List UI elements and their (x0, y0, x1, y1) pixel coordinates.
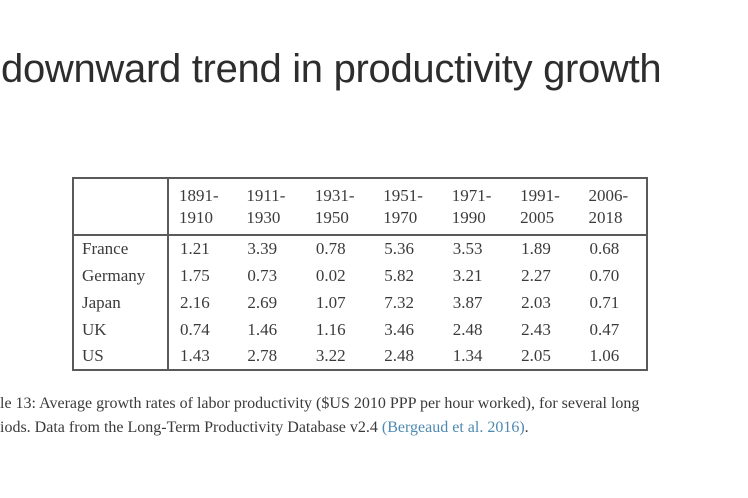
value-cell: 0.74 (180, 319, 210, 339)
country-label: Japan (73, 289, 169, 316)
value-cell: 1.16 (315, 319, 346, 339)
period-start: 1931- (314, 185, 355, 205)
table-row: France 1.21 3.39 0.78 5.36 3.53 1.89 0.68 (73, 235, 647, 262)
period-header: 1971- 1990 (441, 178, 511, 236)
period-start: 1991- (520, 185, 560, 205)
period-end: 2018 (588, 207, 623, 227)
value-cell: 0.78 (315, 239, 346, 258)
value-cell: 3.22 (315, 346, 346, 365)
period-end: 1970 (383, 207, 418, 227)
country-label: France (73, 235, 169, 262)
value-cell: 2.27 (521, 265, 551, 285)
period-start: 1911- (246, 185, 286, 205)
value-cell: 1.21 (180, 239, 210, 258)
value-cell: 3.39 (247, 239, 278, 258)
country-label: UK (73, 316, 169, 343)
table-row: Japan 2.16 2.69 1.07 7.32 3.87 2.03 0.71 (73, 289, 647, 316)
period-header: 1931- 1950 (304, 178, 374, 236)
citation-link[interactable]: (Bergeaud et al. 2016) (381, 419, 525, 436)
period-header: 1991- 2005 (510, 178, 579, 236)
table-caption: le 13: Average growth rates of labor pro… (0, 392, 639, 440)
period-start: 1951- (383, 185, 423, 205)
period-start: 1891- (179, 185, 219, 205)
table-row: UK 0.74 1.46 1.16 3.46 2.48 2.43 0.47 (73, 316, 647, 343)
value-cell: 0.02 (315, 265, 346, 285)
value-cell: 0.73 (247, 265, 278, 285)
caption-line-2-period: . (524, 419, 529, 436)
value-cell: 0.70 (589, 265, 620, 285)
value-cell: 2.05 (521, 346, 551, 365)
period-header: 1911- 1930 (236, 178, 305, 236)
period-header: 1891- 1910 (168, 178, 237, 236)
productivity-table: 1891- 1910 1911- 1930 1931- 1950 1951- 1970 1971… (72, 177, 648, 371)
value-cell: 2.16 (180, 292, 210, 312)
period-end: 2005 (520, 207, 555, 227)
value-cell: 1.89 (521, 239, 551, 258)
period-header: 1951- 1970 (373, 178, 442, 236)
value-cell: 1.06 (589, 346, 620, 365)
value-cell: 5.36 (384, 239, 415, 258)
value-cell: 0.68 (589, 239, 620, 258)
caption-line-1: le 13: Average growth rates of labor pro… (0, 395, 640, 412)
value-cell: 0.71 (589, 292, 620, 312)
value-cell: 2.48 (452, 319, 483, 339)
value-cell: 1.46 (247, 319, 278, 339)
period-header: 2006- 2018 (578, 178, 647, 236)
value-cell: 7.32 (384, 292, 415, 312)
period-end: 1910 (179, 207, 213, 227)
period-end: 1930 (246, 207, 281, 227)
value-cell: 1.75 (180, 265, 210, 285)
caption-line-2: iods. Data from the Long-Term Productivi… (0, 416, 639, 440)
period-end: 1950 (314, 207, 349, 227)
period-end: 1990 (451, 207, 486, 227)
value-cell: 1.43 (180, 346, 210, 365)
value-cell: 2.48 (384, 346, 415, 365)
value-cell: 2.43 (521, 319, 551, 339)
table-row: Germany 1.75 0.73 0.02 5.82 3.21 2.27 0.70 (73, 262, 647, 289)
slide-title: downward trend in productivity growth (1, 47, 662, 91)
period-start: 1971- (451, 185, 492, 205)
value-cell: 2.03 (521, 292, 551, 312)
value-cell: 2.69 (247, 292, 278, 312)
value-cell: 2.78 (247, 346, 278, 365)
table-row: US 1.43 2.78 3.22 2.48 1.34 2.05 1.06 (73, 343, 647, 370)
value-cell: 1.34 (452, 346, 483, 365)
value-cell: 3.46 (384, 319, 415, 339)
value-cell: 3.21 (452, 265, 483, 285)
period-start: 2006- (588, 185, 629, 205)
value-cell: 0.47 (589, 319, 620, 339)
country-label: Germany (73, 262, 169, 289)
period-header-row: 1891- 1910 1911- 1930 1931- 1950 1951- 1970 1971… (73, 178, 647, 236)
value-cell: 3.87 (452, 292, 483, 312)
value-cell: 3.53 (452, 239, 483, 258)
country-label: US (73, 343, 169, 370)
corner-cell (73, 178, 169, 236)
value-cell: 1.07 (315, 292, 346, 312)
value-cell: 5.82 (384, 265, 415, 285)
caption-line-2-text: iods. Data from the Long-Term Productivi… (0, 419, 382, 436)
